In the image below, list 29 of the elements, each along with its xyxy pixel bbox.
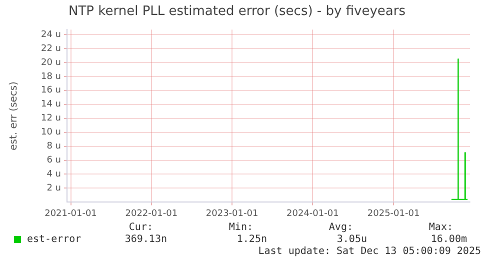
y-axis-title: est. err (secs) xyxy=(8,81,20,150)
y-tick-label: 16 u xyxy=(40,86,61,96)
y-tick-label: 20 u xyxy=(40,58,61,68)
legend-label: est-error xyxy=(27,234,82,245)
text: Cur: xyxy=(128,222,153,233)
chart-title: NTP kernel PLL estimated error (secs) - by fiveyears xyxy=(68,4,406,20)
y-tick-label: 14 u xyxy=(40,100,61,110)
x-tick-label: 2022-01-01 xyxy=(125,208,178,219)
text: Last update: Sat Dec 13 05:00:09 2025 xyxy=(258,246,481,257)
y-tick-label: 24 u xyxy=(40,30,61,40)
text: 16.00m xyxy=(430,234,467,245)
y-tick-label: 6 u xyxy=(46,156,61,166)
y-tick-label: 10 u xyxy=(40,128,61,138)
text: 1.25n xyxy=(236,234,267,245)
y-tick-label: 22 u xyxy=(40,44,61,54)
x-tick-label: 2021-01-01 xyxy=(44,208,97,219)
text: Avg: xyxy=(328,222,353,233)
x-tick-label: 2025-01-01 xyxy=(367,208,420,219)
y-tick-label: 8 u xyxy=(46,142,61,152)
x-tick-label: 2023-01-01 xyxy=(206,208,258,219)
y-tick-label: 12 u xyxy=(40,114,61,124)
text: 3.05u xyxy=(336,234,367,245)
text: Min: xyxy=(228,222,253,233)
x-tick-label: 2024-01-01 xyxy=(286,208,339,219)
y-tick-label: 2 u xyxy=(46,184,61,194)
y-tick-label: 4 u xyxy=(46,170,61,180)
y-tick-label: 18 u xyxy=(40,72,61,82)
text: Max: xyxy=(428,222,453,233)
text: 369.13n xyxy=(124,234,167,245)
